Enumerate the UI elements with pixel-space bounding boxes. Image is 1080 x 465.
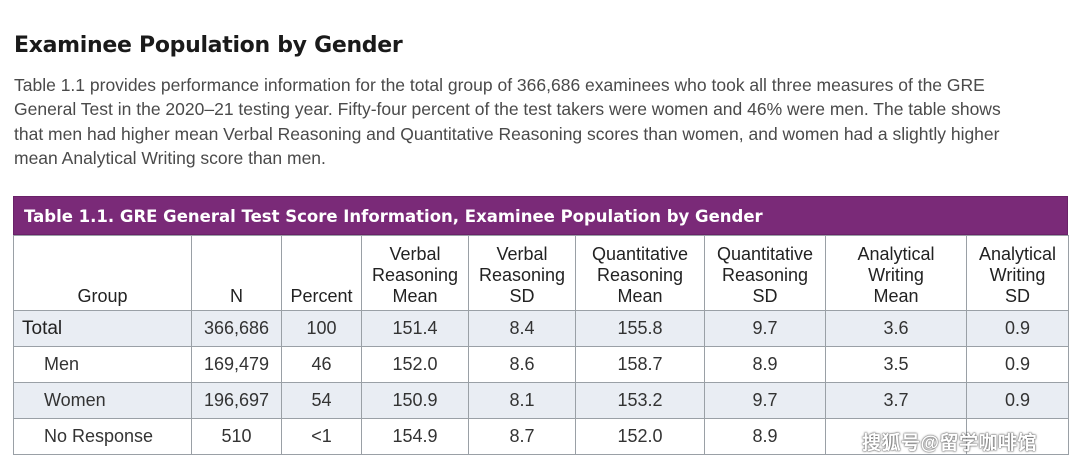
cell-vr-sd: 8.1 [468, 382, 576, 419]
cell-vr-mean: 151.4 [361, 310, 469, 347]
cell-qr-sd: 9.7 [704, 310, 826, 347]
table-row-total: Total 366,686 100 151.4 8.4 155.8 9.7 3.… [13, 310, 1069, 347]
cell-percent: 100 [281, 310, 362, 347]
table-row-women: Women 196,697 54 150.9 8.1 153.2 9.7 3.7… [13, 382, 1069, 419]
cell-vr-mean: 154.9 [361, 418, 469, 455]
intro-line: Table 1.1 provides performance informati… [14, 75, 985, 95]
intro-line: that men had higher mean Verbal Reasonin… [14, 123, 1000, 144]
col-header-n: N [191, 235, 282, 311]
cell-vr-sd: 8.7 [468, 418, 576, 455]
cell-aw-mean: 3.6 [825, 310, 967, 347]
intro-paragraph: Table 1.1 provides performance informati… [14, 73, 1064, 170]
cell-group: Total [13, 310, 192, 347]
cell-percent: 46 [281, 346, 362, 383]
page-title: Examinee Population by Gender [14, 33, 403, 58]
table-row-men: Men 169,479 46 152.0 8.6 158.7 8.9 3.5 0… [13, 346, 1069, 383]
cell-vr-mean: 150.9 [361, 382, 469, 419]
intro-line: General Test in the 2020–21 testing year… [14, 99, 1001, 120]
cell-qr-mean: 158.7 [575, 346, 705, 383]
cell-qr-mean: 155.8 [575, 310, 705, 347]
cell-qr-mean: 153.2 [575, 382, 705, 419]
col-header-vr-mean: Verbal Reasoning Mean [361, 235, 469, 311]
score-table-container: Table 1.1. GRE General Test Score Inform… [13, 196, 1069, 455]
cell-vr-sd: 8.4 [468, 310, 576, 347]
intro-line: mean Analytical Writing score than men. [14, 147, 326, 168]
cell-aw-mean [825, 418, 967, 455]
watermark-text: 搜狐号@留学咖啡馆 [862, 433, 1038, 454]
table-header-row: Group N Percent Verbal Reasoning Mean Verb… [13, 235, 1069, 311]
cell-vr-mean: 152.0 [361, 346, 469, 383]
cell-group: Women [13, 382, 192, 419]
col-header-qr-mean: Quantitative Reasoning Mean [575, 235, 705, 311]
cell-vr-sd: 8.6 [468, 346, 576, 383]
cell-qr-sd: 8.9 [704, 346, 826, 383]
col-header-percent: Percent [281, 235, 362, 311]
score-table: Group N Percent Verbal Reasoning Mean Verb… [13, 235, 1069, 455]
cell-qr-sd: 8.9 [704, 418, 826, 455]
table-row-no-response: No Response 510 <1 154.9 8.7 152.0 8.9 [13, 418, 1069, 455]
cell-aw-mean: 3.5 [825, 346, 967, 383]
cell-aw-sd: 0.9 [966, 382, 1069, 419]
col-header-aw-mean: Analytical Writing Mean [825, 235, 967, 311]
cell-n: 510 [191, 418, 282, 455]
table-caption: Table 1.1. GRE General Test Score Inform… [13, 196, 1068, 235]
cell-aw-sd [966, 418, 1069, 455]
cell-percent: 54 [281, 382, 362, 419]
cell-group: Men [13, 346, 192, 383]
cell-n: 366,686 [191, 310, 282, 347]
col-header-vr-sd: Verbal Reasoning SD [468, 235, 576, 311]
cell-aw-sd: 0.9 [966, 310, 1069, 347]
col-header-group: Group [13, 235, 192, 311]
col-header-aw-sd: Analytical Writing SD [966, 235, 1069, 311]
cell-qr-sd: 9.7 [704, 382, 826, 419]
cell-n: 169,479 [191, 346, 282, 383]
cell-percent: <1 [281, 418, 362, 455]
cell-qr-mean: 152.0 [575, 418, 705, 455]
cell-aw-mean: 3.7 [825, 382, 967, 419]
cell-group: No Response [13, 418, 192, 455]
cell-n: 196,697 [191, 382, 282, 419]
col-header-qr-sd: Quantitative Reasoning SD [704, 235, 826, 311]
cell-aw-sd: 0.9 [966, 346, 1069, 383]
